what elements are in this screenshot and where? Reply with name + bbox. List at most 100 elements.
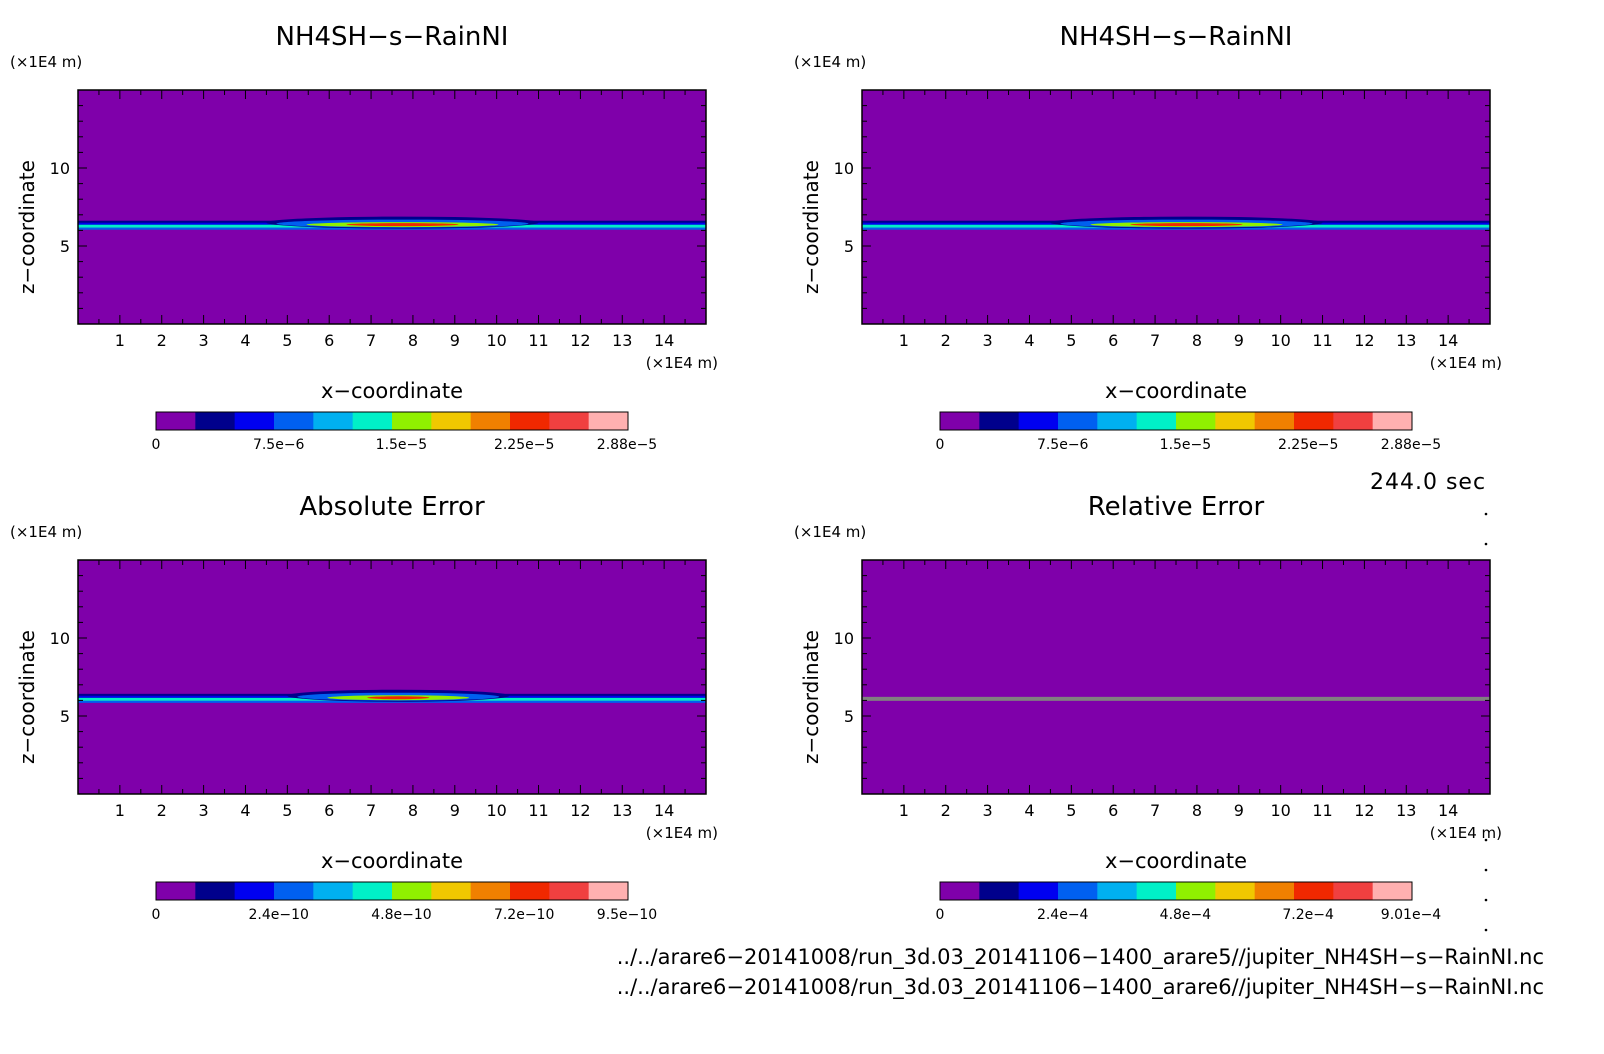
x-tick-label: 14 xyxy=(654,801,674,820)
x-tick-label: 13 xyxy=(1396,801,1416,820)
marker-dot xyxy=(1484,542,1488,546)
x-tick-label: 13 xyxy=(1396,331,1416,350)
colorbar-segment xyxy=(1294,412,1334,430)
colorbar-tick-label: 1.5e−5 xyxy=(1160,437,1212,453)
field-background xyxy=(78,560,706,794)
x-tick-label: 2 xyxy=(157,801,167,820)
x-tick-label: 9 xyxy=(1234,331,1244,350)
colorbar-segment xyxy=(313,412,354,430)
colorbar-segment xyxy=(274,412,314,430)
bump-core xyxy=(367,696,430,700)
colorbar-segment xyxy=(470,412,511,430)
z-axis-label: z−coordinate xyxy=(799,160,823,294)
colorbar-segment xyxy=(1058,882,1098,900)
colorbar-tick-label: 7.2e−10 xyxy=(494,907,554,923)
colorbar-segment xyxy=(431,882,472,900)
field-background xyxy=(78,90,706,324)
x-tick-label: 4 xyxy=(240,331,250,350)
colorbar-segment xyxy=(1018,882,1059,900)
x-tick-label: 6 xyxy=(1108,801,1118,820)
colorbar-segment xyxy=(1372,882,1413,900)
colorbar-frame xyxy=(939,881,1413,901)
colorbar-segment xyxy=(1333,412,1374,430)
colorbar-segment xyxy=(510,882,550,900)
colorbar-segment xyxy=(1254,412,1295,430)
x-tick-label: 10 xyxy=(486,801,506,820)
x-tick-label: 5 xyxy=(1066,801,1076,820)
colorbar-tick-label: 9.5e−10 xyxy=(597,907,657,923)
x-tick-label: 3 xyxy=(199,331,209,350)
z-tick-label: 5 xyxy=(844,237,854,256)
x-tick-label: 11 xyxy=(1312,331,1332,350)
x-unit-label: (×1E4 m) xyxy=(1430,354,1502,372)
field-background xyxy=(862,560,1490,794)
colorbar-tick-label: 2.88e−5 xyxy=(1381,437,1441,453)
colorbar-segment xyxy=(549,412,590,430)
x-tick-label: 8 xyxy=(408,801,418,820)
bump-core xyxy=(346,223,459,227)
file-path-1: ../../arare6−20141008/run_3d.03_20141106… xyxy=(616,945,1544,969)
colorbar-segment xyxy=(313,882,354,900)
colorbar-tick-label: 7.5e−6 xyxy=(1037,437,1089,453)
marker-dot xyxy=(1484,928,1488,932)
x-tick-label: 8 xyxy=(1192,331,1202,350)
colorbar-segment xyxy=(588,412,629,430)
colorbar-segment xyxy=(940,412,980,430)
colorbar-tick-label: 4.8e−4 xyxy=(1160,907,1212,923)
marker-dot xyxy=(1484,838,1488,842)
z-tick-label: 5 xyxy=(60,237,70,256)
x-tick-label: 6 xyxy=(324,331,334,350)
colorbar-tick-label: 7.2e−4 xyxy=(1282,907,1334,923)
x-tick-label: 3 xyxy=(983,331,993,350)
colorbar-frame xyxy=(155,411,629,431)
colorbar-segment xyxy=(1136,412,1177,430)
time-label: 244.0 sec xyxy=(1370,470,1487,495)
x-axis-label: x−coordinate xyxy=(1105,379,1247,403)
x-tick-label: 1 xyxy=(899,801,909,820)
panel-1: NH4SH−s−RainNI(×1E4 m)1 2 3 4 5 6 7 8 9 10 11 12 13 1… xyxy=(10,22,718,453)
colorbar-segment xyxy=(1176,412,1216,430)
z-unit-label: (×1E4 m) xyxy=(794,53,866,71)
x-tick-label: 9 xyxy=(450,331,460,350)
colorbar-frame xyxy=(155,881,629,901)
colorbar-segment xyxy=(392,882,432,900)
z-tick-label: 10 xyxy=(50,629,70,648)
x-tick-label: 14 xyxy=(1438,801,1458,820)
gray-line xyxy=(862,696,1490,701)
colorbar-frame xyxy=(939,411,1413,431)
x-tick-label: 10 xyxy=(1270,331,1290,350)
colorbar-segment xyxy=(1215,412,1256,430)
x-tick-label: 8 xyxy=(408,331,418,350)
bump-core xyxy=(1130,223,1243,227)
z-axis-label: z−coordinate xyxy=(15,160,39,294)
colorbar-segment xyxy=(1097,882,1138,900)
colorbar-tick-label: 7.5e−6 xyxy=(253,437,305,453)
colorbar-tick-label: 2.25e−5 xyxy=(1278,437,1338,453)
x-tick-label: 10 xyxy=(1270,801,1290,820)
x-tick-label: 4 xyxy=(1024,801,1034,820)
colorbar-segment xyxy=(588,882,629,900)
colorbar-tick-label: 2.4e−10 xyxy=(249,907,309,923)
colorbar-segment xyxy=(431,412,472,430)
field-background xyxy=(862,90,1490,324)
x-tick-label: 12 xyxy=(570,331,590,350)
x-tick-label: 6 xyxy=(324,801,334,820)
x-tick-label: 12 xyxy=(1354,331,1374,350)
colorbar-segment xyxy=(156,882,196,900)
x-tick-label: 11 xyxy=(1312,801,1332,820)
colorbar-segment xyxy=(979,412,1020,430)
x-unit-label: (×1E4 m) xyxy=(1430,824,1502,842)
marker-dot xyxy=(1484,898,1488,902)
colorbar-tick-label: 0 xyxy=(936,437,945,453)
panel-2: NH4SH−s−RainNI(×1E4 m)1 2 3 4 5 6 7 8 9 10 11 12 13 1… xyxy=(794,22,1502,453)
colorbar-segment xyxy=(1018,412,1059,430)
colorbar-segment xyxy=(195,882,236,900)
colorbar-segment xyxy=(234,882,275,900)
layer-band-lower xyxy=(862,227,1490,230)
marker-dot xyxy=(1484,512,1488,516)
colorbar-tick-label: 2.4e−4 xyxy=(1037,907,1089,923)
x-tick-label: 5 xyxy=(282,331,292,350)
x-tick-label: 7 xyxy=(366,801,376,820)
colorbar-tick-label: 0 xyxy=(152,907,161,923)
